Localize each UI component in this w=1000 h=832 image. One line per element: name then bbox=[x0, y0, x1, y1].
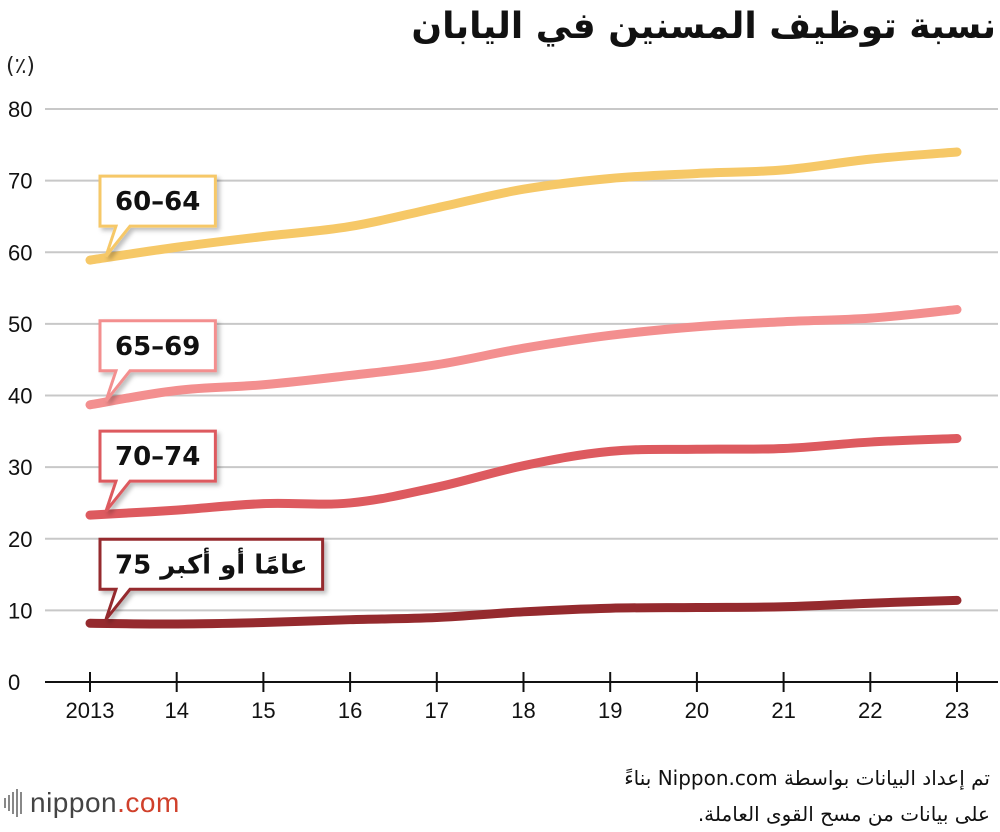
line-chart: 0 10 20 30 40 50 60 70 80 2013 14 15 16 17 18 19 20 21 22 2… bbox=[8, 97, 998, 723]
x-tick-label: 20 bbox=[685, 698, 709, 723]
x-tick-label: 22 bbox=[858, 698, 882, 723]
series-callout-box bbox=[98, 174, 217, 258]
series-line bbox=[85, 147, 962, 265]
logo-suffix: .com bbox=[117, 787, 180, 818]
x-tick-label: 15 bbox=[251, 698, 275, 723]
x-tick-label: 23 bbox=[945, 698, 969, 723]
logo-name: nippon bbox=[30, 787, 118, 818]
series-label: 75 عامًا أو أكبر bbox=[115, 547, 308, 580]
y-tick-label: 20 bbox=[8, 527, 32, 552]
x-tick-label: 16 bbox=[338, 698, 362, 723]
series-line bbox=[85, 595, 962, 629]
y-tick-label: 50 bbox=[8, 312, 32, 337]
chart-title: نسبة توظيف المسنين في اليابان bbox=[411, 6, 996, 47]
y-tick-label: 30 bbox=[8, 455, 32, 480]
x-tick-label: 17 bbox=[425, 698, 449, 723]
y-tick-label: 10 bbox=[8, 598, 32, 623]
y-tick-label: 0 bbox=[8, 670, 20, 695]
nippon-logo: nippon.com bbox=[4, 786, 180, 820]
series-callout-box bbox=[98, 429, 217, 513]
x-tick-label: 19 bbox=[598, 698, 622, 723]
series-callout-box bbox=[98, 319, 217, 402]
y-axis-unit: (٪) bbox=[6, 54, 35, 79]
series-line bbox=[85, 305, 962, 410]
y-tick-label: 60 bbox=[8, 240, 32, 265]
y-tick-label: 80 bbox=[8, 97, 32, 122]
y-tick-label: 40 bbox=[8, 384, 32, 409]
x-tick-label: 2013 bbox=[66, 698, 115, 723]
x-tick-label: 21 bbox=[771, 698, 795, 723]
series-label: 65–69 bbox=[115, 332, 200, 362]
logo-bars-icon bbox=[4, 789, 22, 817]
series-callout-box bbox=[98, 537, 325, 621]
x-tick-label: 14 bbox=[164, 698, 188, 723]
series-label: 70–74 bbox=[115, 442, 200, 472]
x-tick-label: 18 bbox=[511, 698, 535, 723]
series-label: 60–64 bbox=[115, 187, 200, 217]
series-line bbox=[85, 433, 962, 520]
source-note: تم إعداد البيانات بواسطة Nippon.com بناء… bbox=[624, 766, 990, 826]
y-tick-label: 70 bbox=[8, 169, 32, 194]
